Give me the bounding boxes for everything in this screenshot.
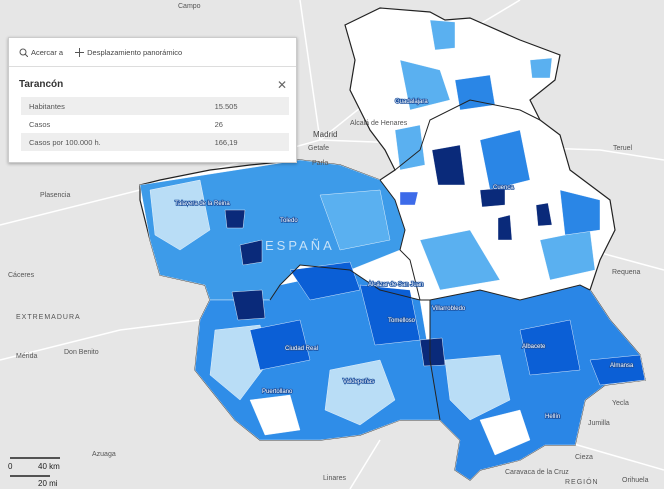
place-label: Mérida [16, 353, 38, 360]
field: Habitantes [21, 97, 207, 115]
place-label: Talavera de la Reina [175, 201, 230, 207]
place-label: Requena [612, 269, 641, 276]
scale-bar [10, 457, 60, 477]
field: Casos por 100.000 h. [21, 133, 207, 151]
zoom-icon [19, 48, 28, 57]
place-label: Plasencia [40, 192, 70, 199]
field: Casos [29, 119, 51, 129]
value: 26 [214, 119, 223, 129]
municipalities [139, 19, 646, 481]
place-label: Parla [312, 160, 328, 167]
place-label: Jumilla [588, 420, 610, 427]
place-label: Cieza [575, 454, 593, 461]
scale-km: 40 km [38, 462, 60, 471]
place-label: Caravaca de la Cruz [505, 469, 569, 476]
place-label: Azuaga [92, 451, 116, 458]
row: Casos 26 [21, 115, 289, 133]
place-label: Alcázar de San Juan [368, 282, 423, 288]
place-label: Alcalá de Henares [350, 120, 408, 127]
place-label: Teruel [613, 145, 633, 152]
place-label: Yecla [612, 400, 629, 407]
popup-toolbar: Acercar a Desplazamiento panorámico [9, 38, 296, 67]
place-label: Ciudad Real [285, 346, 318, 352]
place-label: Cuenca [493, 185, 514, 191]
popup: Acercar a Desplazamiento panorámico Tara… [8, 37, 297, 163]
zoom-button[interactable]: Acercar a [19, 48, 63, 57]
place-label: Valdepeñas [343, 379, 374, 385]
pan-label: Desplazamiento panorámico [87, 47, 183, 57]
value: 15.505 [206, 97, 289, 115]
place-labels: Campo Madrid Alcalá de Henares Guadalaja… [8, 3, 649, 486]
place-label: Madrid [313, 130, 337, 139]
pan-icon [75, 47, 85, 57]
place-label: Orihuela [622, 477, 649, 484]
zoom-label: Acercar a [31, 47, 64, 57]
value: 166,19 [206, 133, 289, 151]
place-label: Puertollano [262, 389, 293, 395]
scale-zero: 0 [8, 462, 13, 471]
close-button[interactable]: ✕ [276, 78, 287, 92]
province-borders [269, 99, 591, 421]
region-label: REGIÓN [565, 477, 599, 486]
attribute-table: Habitantes 15.505 Casos 26 Casos por 100.0… [21, 97, 289, 151]
place-label: Campo [178, 3, 201, 10]
place-label: Almansa [610, 363, 634, 369]
place-label: Tomelloso [388, 318, 416, 324]
popup-title: Tarancón [19, 79, 64, 90]
scale-mi: 20 mi [38, 479, 58, 488]
country-label: ESPAÑA [265, 238, 335, 253]
place-label: Don Benito [64, 349, 99, 356]
region-label: EXTREMADURA [16, 314, 81, 321]
row: Habitantes 15.505 [21, 97, 289, 115]
pan-button[interactable]: Desplazamiento panorámico [75, 47, 183, 57]
row: Casos por 100.000 h. 166,19 [21, 133, 289, 151]
place-label: Guadalajara [395, 99, 428, 105]
place-label: Linares [323, 475, 346, 482]
place-label: Hellín [545, 414, 560, 420]
place-label: Villarrobledo [432, 306, 466, 312]
place-label: Getafe [308, 145, 329, 152]
place-label: Toledo [280, 218, 298, 224]
place-label: Albacete [522, 344, 546, 350]
place-label: Cáceres [8, 272, 35, 279]
